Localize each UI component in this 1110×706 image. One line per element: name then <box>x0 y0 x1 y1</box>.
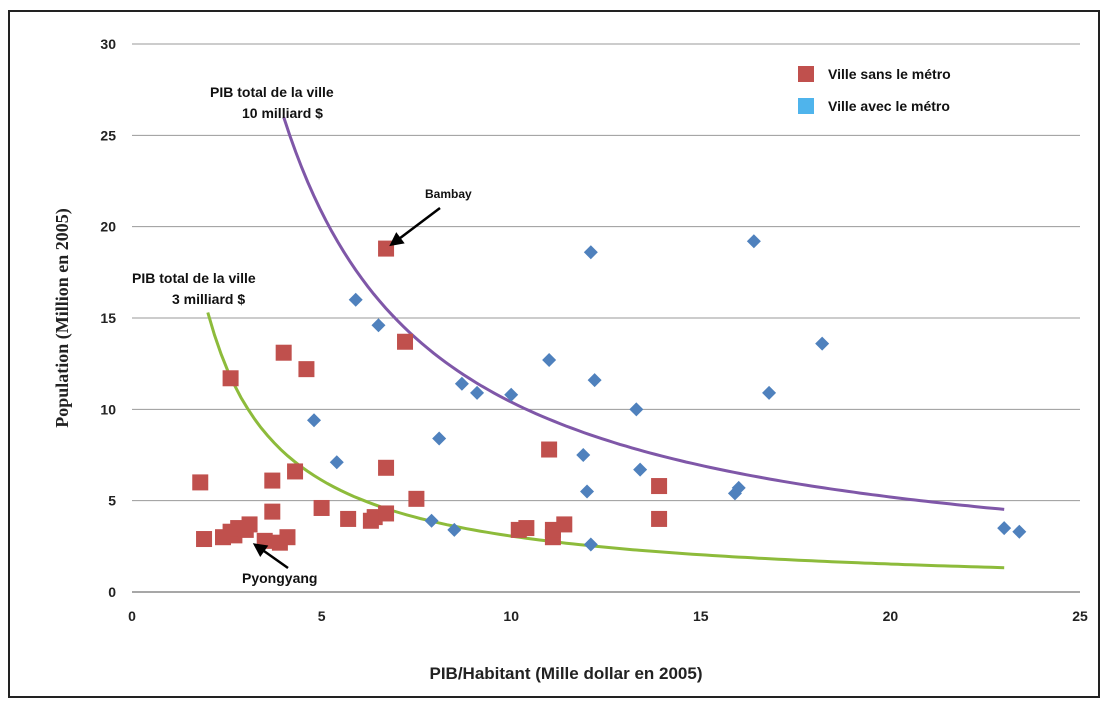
point-sans-metro-32 <box>651 478 668 495</box>
point-avec-metro-0 <box>307 413 322 428</box>
y-tick-label-1: 5 <box>108 493 116 509</box>
legend-label-avec-metro: Ville avec le métro <box>828 98 950 114</box>
point-sans-metro-0 <box>192 474 209 491</box>
point-sans-metro-10 <box>264 472 281 489</box>
arrow-bambay-head <box>389 232 405 247</box>
point-sans-metro-8 <box>241 516 258 533</box>
point-sans-metro-16 <box>298 361 315 378</box>
point-sans-metro-25 <box>408 490 425 507</box>
point-avec-metro-17 <box>633 462 648 477</box>
point-avec-metro-6 <box>447 522 462 537</box>
point-avec-metro-16 <box>629 402 644 417</box>
gdp-curves <box>206 116 1005 570</box>
x-tick-label-1: 5 <box>318 608 326 624</box>
point-sans-metro-24 <box>397 333 414 350</box>
arrow-bambay-shaft <box>393 207 441 244</box>
point-avec-metro-24 <box>1012 524 1027 539</box>
x-tick-label-4: 20 <box>883 608 899 624</box>
point-avec-metro-7 <box>454 376 469 391</box>
point-sans-metro-31 <box>556 516 573 533</box>
point-avec-metro-5 <box>432 431 447 446</box>
point-avec-metro-21 <box>762 385 777 400</box>
x-tick-label-3: 15 <box>693 608 709 624</box>
point-sans-metro-1 <box>196 531 213 548</box>
point-sans-metro-11 <box>264 503 281 520</box>
data-points <box>192 234 1027 552</box>
point-avec-metro-14 <box>583 537 598 552</box>
point-sans-metro-33 <box>651 510 668 527</box>
y-tick-label-0: 0 <box>108 584 116 600</box>
point-avec-metro-8 <box>470 385 485 400</box>
curve-label-10-line1: PIB total de la ville <box>210 84 334 100</box>
point-sans-metro-17 <box>313 499 330 516</box>
annotation-pyongyang: Pyongyang <box>242 570 317 586</box>
curve-1 <box>206 312 1005 570</box>
y-axis-ticks: 0 5 10 15 20 25 30 <box>100 36 116 600</box>
arrow-pyongyang <box>252 543 289 570</box>
y-axis-title: Population (Million en 2005) <box>52 208 73 428</box>
point-avec-metro-4 <box>424 513 439 528</box>
curve-0 <box>282 116 1005 511</box>
point-avec-metro-9 <box>504 387 519 402</box>
point-avec-metro-2 <box>348 292 363 307</box>
x-axis-ticks: 0 5 10 15 20 25 <box>128 608 1088 624</box>
point-avec-metro-10 <box>542 353 557 368</box>
point-sans-metro-28 <box>541 441 558 458</box>
curve-label-3-line2: 3 milliard $ <box>172 291 245 307</box>
y-tick-label-3: 15 <box>100 310 116 326</box>
annotation-bambay: Bambay <box>425 187 472 201</box>
point-sans-metro-15 <box>287 463 304 480</box>
point-sans-metro-27 <box>518 520 535 537</box>
y-tick-label-6: 30 <box>100 36 116 52</box>
point-avec-metro-12 <box>580 484 595 499</box>
legend-swatch-avec-metro <box>798 98 814 114</box>
point-avec-metro-22 <box>815 336 830 351</box>
point-sans-metro-22 <box>378 459 395 476</box>
point-avec-metro-13 <box>583 245 598 260</box>
point-avec-metro-23 <box>997 521 1012 536</box>
curve-label-3-line1: PIB total de la ville <box>132 270 256 286</box>
legend-label-sans-metro: Ville sans le métro <box>828 66 951 82</box>
point-avec-metro-11 <box>576 448 591 462</box>
x-tick-label-0: 0 <box>128 608 136 624</box>
point-sans-metro-14 <box>279 529 296 546</box>
arrow-bambay <box>389 207 441 247</box>
point-sans-metro-4 <box>222 370 239 387</box>
arrow-pyongyang-head <box>252 543 269 557</box>
x-tick-label-2: 10 <box>503 608 519 624</box>
point-avec-metro-20 <box>746 234 761 249</box>
point-sans-metro-18 <box>340 510 357 527</box>
scatter-chart: 0 5 10 15 20 25 30 0 5 10 15 20 25 PIB total de la … <box>52 36 1088 683</box>
point-sans-metro-21 <box>378 505 395 522</box>
y-tick-label-2: 10 <box>100 401 116 417</box>
point-avec-metro-19 <box>731 480 746 495</box>
y-tick-label-5: 25 <box>100 127 116 143</box>
x-axis-title: PIB/Habitant (Mille dollar en 2005) <box>429 664 702 683</box>
y-tick-label-4: 20 <box>100 219 116 235</box>
legend-swatch-sans-metro <box>798 66 814 82</box>
legend: Ville sans le métro Ville avec le métro <box>798 66 951 114</box>
chart-frame: 0 5 10 15 20 25 30 0 5 10 15 20 25 PIB total de la … <box>8 10 1100 698</box>
curve-label-10-line2: 10 milliard $ <box>242 105 323 121</box>
x-tick-label-5: 25 <box>1072 608 1088 624</box>
annotation-arrows <box>252 207 441 570</box>
point-avec-metro-3 <box>371 318 386 333</box>
point-avec-metro-15 <box>587 373 602 388</box>
point-avec-metro-1 <box>329 455 344 470</box>
point-sans-metro-13 <box>275 344 292 361</box>
